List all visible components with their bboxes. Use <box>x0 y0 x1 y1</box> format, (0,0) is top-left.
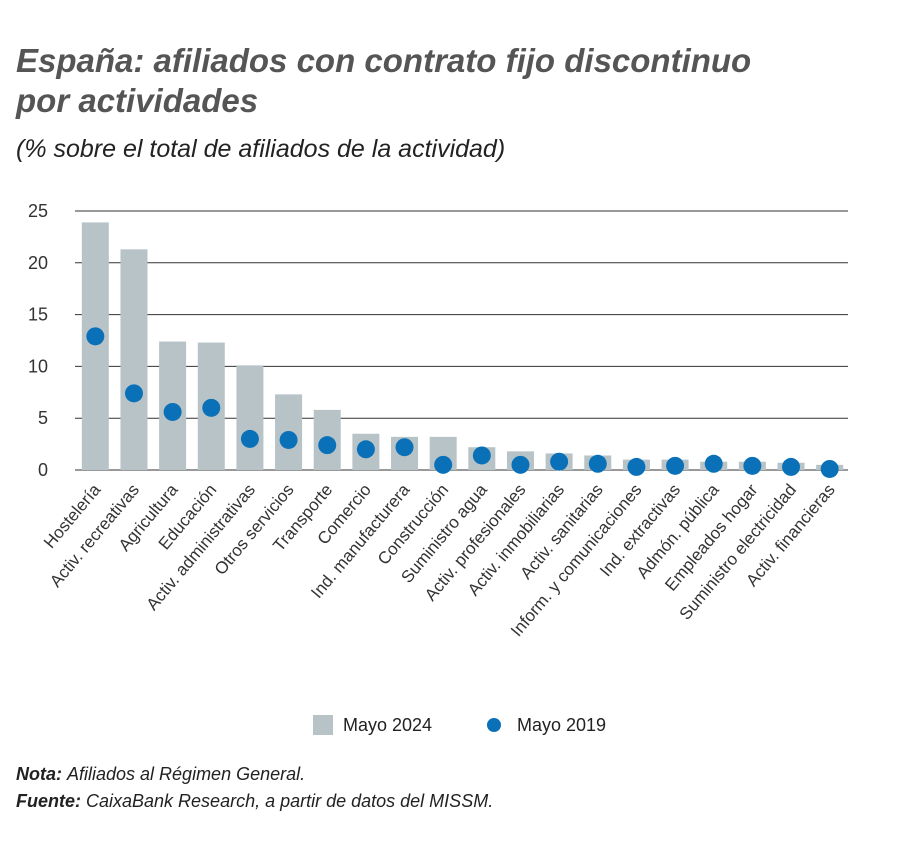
note-text: Afiliados al Régimen General. <box>66 764 305 784</box>
y-tick-label: 5 <box>38 408 48 428</box>
dot <box>318 436 337 455</box>
chart-subtitle: (% sobre el total de afiliados de la act… <box>16 135 505 163</box>
dot <box>820 459 839 478</box>
dot <box>704 454 723 473</box>
dot <box>743 456 762 475</box>
dot <box>86 327 105 346</box>
y-tick-label: 0 <box>38 460 48 480</box>
y-tick-label: 15 <box>28 305 48 325</box>
dot <box>240 429 259 448</box>
y-tick-label: 20 <box>28 253 48 273</box>
legend-label: Mayo 2024 <box>343 715 432 735</box>
chart-title: por actividades <box>15 82 258 119</box>
dot <box>279 430 298 449</box>
note-text: CaixaBank Research, a partir de datos de… <box>86 791 493 811</box>
note-label: Nota: <box>16 764 62 784</box>
note: Fuente: CaixaBank Research, a partir de d… <box>16 791 493 811</box>
bar <box>236 365 264 470</box>
dot <box>511 455 530 474</box>
chart-title: España: afiliados con contrato fijo disc… <box>16 42 751 79</box>
dot <box>163 402 182 421</box>
bar <box>81 222 109 470</box>
y-tick-label: 10 <box>28 356 48 376</box>
note: Nota: Afiliados al Régimen General. <box>16 764 305 784</box>
dot <box>472 446 491 465</box>
legend-label: Mayo 2019 <box>517 715 606 735</box>
bar <box>120 249 148 470</box>
note-label: Fuente: <box>16 791 81 811</box>
legend-swatch <box>313 715 333 735</box>
dot <box>666 456 685 475</box>
dot <box>550 452 569 471</box>
dot <box>124 384 143 403</box>
dot <box>588 454 607 473</box>
dot <box>395 438 414 457</box>
y-tick-label: 25 <box>28 201 48 221</box>
dot <box>627 457 646 476</box>
legend-swatch <box>487 718 501 732</box>
dot <box>356 440 375 459</box>
dot <box>782 457 801 476</box>
dot <box>434 455 453 474</box>
dot <box>202 398 221 417</box>
